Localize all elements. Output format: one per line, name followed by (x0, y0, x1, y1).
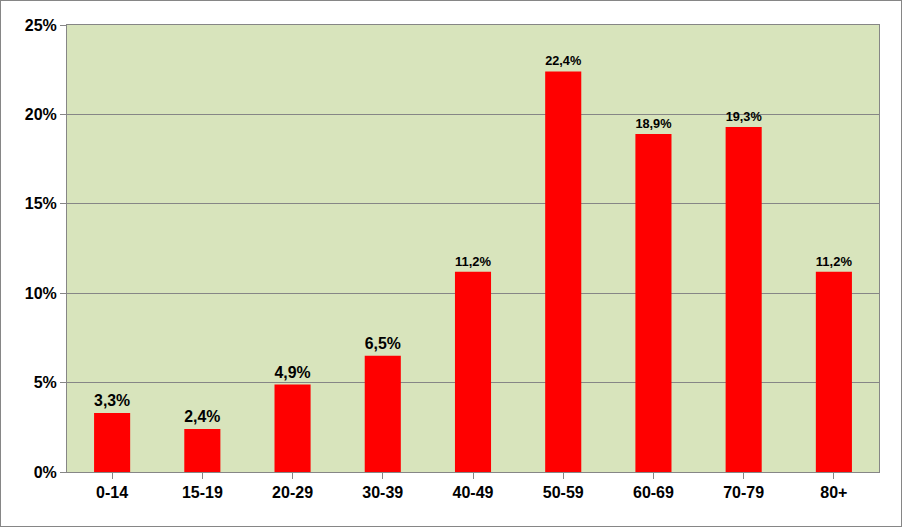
svg-text:6,5%: 6,5% (365, 335, 401, 352)
svg-text:15-19: 15-19 (182, 484, 223, 501)
svg-text:11,2%: 11,2% (455, 254, 492, 269)
svg-text:50-59: 50-59 (543, 484, 584, 501)
svg-text:2,4%: 2,4% (184, 408, 220, 425)
svg-text:80+: 80+ (820, 484, 847, 501)
svg-text:15%: 15% (25, 195, 57, 212)
svg-text:70-79: 70-79 (723, 484, 764, 501)
svg-text:18,9%: 18,9% (635, 116, 671, 131)
svg-text:40-49: 40-49 (453, 484, 494, 501)
svg-text:4,9%: 4,9% (275, 364, 311, 381)
svg-text:20%: 20% (25, 106, 57, 123)
svg-text:10%: 10% (25, 285, 57, 302)
svg-text:5%: 5% (34, 374, 57, 391)
svg-text:20-29: 20-29 (272, 484, 313, 501)
svg-text:25%: 25% (25, 17, 57, 34)
svg-text:22,4%: 22,4% (545, 53, 581, 68)
svg-text:0%: 0% (34, 464, 57, 481)
svg-text:11,2%: 11,2% (816, 254, 853, 269)
svg-text:3,3%: 3,3% (94, 392, 130, 409)
svg-text:60-69: 60-69 (633, 484, 674, 501)
svg-text:0-14: 0-14 (96, 484, 128, 501)
svg-text:19,3%: 19,3% (726, 109, 762, 124)
svg-text:30-39: 30-39 (362, 484, 403, 501)
